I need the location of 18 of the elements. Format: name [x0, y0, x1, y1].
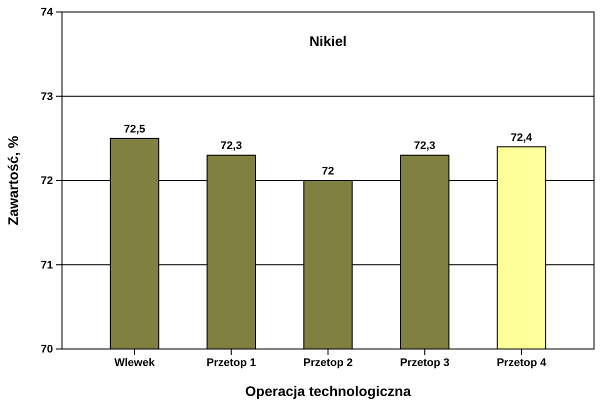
y-tick-label: 71 [40, 259, 53, 272]
x-tick-label: Przetop 4 [496, 356, 548, 369]
y-tick-label: 72 [40, 175, 53, 188]
data-label: 72,4 [510, 132, 534, 144]
data-label: 72 [322, 166, 334, 178]
x-tick-label: Wlewek [114, 356, 156, 369]
text: Nikiel [309, 33, 347, 49]
x-tick-label: Przetop 2 [303, 356, 353, 369]
x-axis-title: Operacja technologiczna [245, 383, 412, 399]
y-tick-label: 70 [40, 344, 53, 356]
y-tick-label: 73 [40, 90, 53, 103]
data-label: 72,3 [414, 140, 436, 152]
data-label: 72,3 [220, 140, 242, 152]
data-label: 72,5 [124, 123, 146, 136]
y-tick-label: 74 [40, 6, 54, 19]
y-axis-title: Zawartość, % [5, 135, 21, 226]
x-tick-label: Przetop 3 [400, 356, 450, 369]
x-tick-label: Przetop 1 [206, 356, 256, 369]
